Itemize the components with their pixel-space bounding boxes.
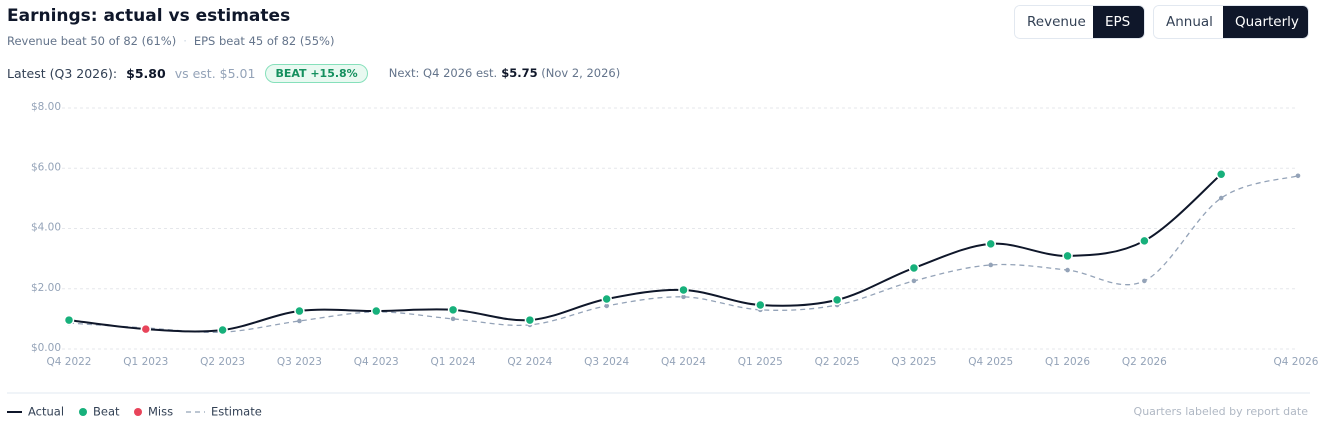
beat-dot <box>63 314 75 326</box>
x-tick-label: Q1 2025 <box>738 356 783 368</box>
next-date: (Nov 2, 2026) <box>541 66 621 80</box>
x-tick-label: Q3 2023 <box>277 356 322 368</box>
x-tick-label: Q3 2024 <box>584 356 629 368</box>
estimate-dot <box>1295 173 1301 179</box>
beat-dot <box>831 294 843 306</box>
x-tick-label: Q4 2022 <box>46 356 91 368</box>
beat-dot <box>601 293 612 305</box>
estimate-dot <box>988 262 994 268</box>
next-label: Next: Q4 2026 est. <box>388 66 498 80</box>
estimate-dot <box>1065 267 1070 273</box>
estimate-dot <box>681 294 686 300</box>
miss-dot <box>140 323 152 335</box>
latest-row: Latest (Q3 2026): $5.80 vs est. $5.01 BE… <box>7 62 620 84</box>
x-tick-label: Q1 2023 <box>123 356 168 368</box>
x-tick-label: Q2 2023 <box>200 356 245 368</box>
legend-label: Estimate <box>211 405 262 419</box>
beat-dot <box>524 314 536 326</box>
beat-dot <box>1062 250 1073 262</box>
y-tick-label: $4.00 <box>31 222 61 234</box>
x-tick-label: Q1 2026 <box>1045 356 1090 368</box>
estimate-dot <box>1218 195 1224 201</box>
metric-toggle: Revenue EPS <box>1014 5 1145 39</box>
beat-dot <box>447 304 459 316</box>
beat-dot <box>371 305 382 317</box>
next-value: $5.75 <box>501 66 538 80</box>
x-tick-label: Q4 2025 <box>968 356 1013 368</box>
x-tick-label: Q2 2026 <box>1122 356 1167 368</box>
beat-dot <box>294 305 305 317</box>
period-toggle: Annual Quarterly <box>1153 5 1309 39</box>
subtitle: Revenue beat 50 of 82 (61%) · EPS beat 4… <box>7 34 334 48</box>
legend-label: Actual <box>28 405 64 419</box>
beat-dot <box>1215 169 1227 180</box>
legend-miss-swatch <box>134 408 142 416</box>
x-tick-label: Q3 2025 <box>891 356 936 368</box>
beat-dot <box>678 284 689 296</box>
beat-dot <box>755 299 766 311</box>
x-tick-label: Q4 2026 <box>1273 356 1318 368</box>
beat-badge: BEAT +15.8% <box>265 63 368 83</box>
eps-button[interactable]: EPS <box>1093 6 1144 38</box>
estimate-dot <box>604 303 609 309</box>
chart-note: Quarters labeled by report date <box>1134 405 1309 418</box>
eps-beat: EPS beat 45 of 82 (55%) <box>193 34 335 48</box>
revenue-button[interactable]: Revenue <box>1015 6 1093 38</box>
estimate-dot <box>1142 278 1147 284</box>
estimate-dot <box>450 316 456 322</box>
revenue-beat: Revenue beat 50 of 82 (61%) <box>7 34 177 48</box>
y-tick-label: $8.00 <box>31 101 61 113</box>
y-tick-label: $6.00 <box>31 161 61 173</box>
legend-label: Miss <box>148 405 173 419</box>
y-tick-label: $0.00 <box>31 342 61 354</box>
next-block: $5.75 (Nov 2, 2026) <box>501 66 620 80</box>
estimate-dot <box>297 318 302 324</box>
separator: · <box>183 34 187 48</box>
actual-line <box>68 173 1222 333</box>
beat-dot <box>985 238 996 250</box>
quarterly-button[interactable]: Quarterly <box>1223 6 1308 38</box>
estimate-dot <box>911 278 917 284</box>
x-tick-label: Q4 2024 <box>661 356 706 368</box>
title: Earnings: actual vs estimates <box>7 6 291 26</box>
latest-estimate: vs est. $5.01 <box>174 65 256 81</box>
estimate-line <box>68 175 1299 333</box>
beat-dot <box>217 324 228 336</box>
legend-beat-swatch <box>79 408 87 416</box>
annual-button[interactable]: Annual <box>1154 6 1223 38</box>
legend-label: Beat <box>93 405 120 419</box>
x-tick-label: Q4 2023 <box>354 356 399 368</box>
beat-dot <box>1139 235 1150 247</box>
latest-label: Latest (Q3 2026): <box>7 65 118 81</box>
x-tick-label: Q1 2024 <box>431 356 476 368</box>
y-tick-label: $2.00 <box>31 282 61 294</box>
x-tick-label: Q2 2024 <box>507 356 552 368</box>
x-tick-label: Q2 2025 <box>815 356 860 368</box>
beat-dot <box>908 262 920 274</box>
latest-value: $5.80 <box>126 65 166 81</box>
